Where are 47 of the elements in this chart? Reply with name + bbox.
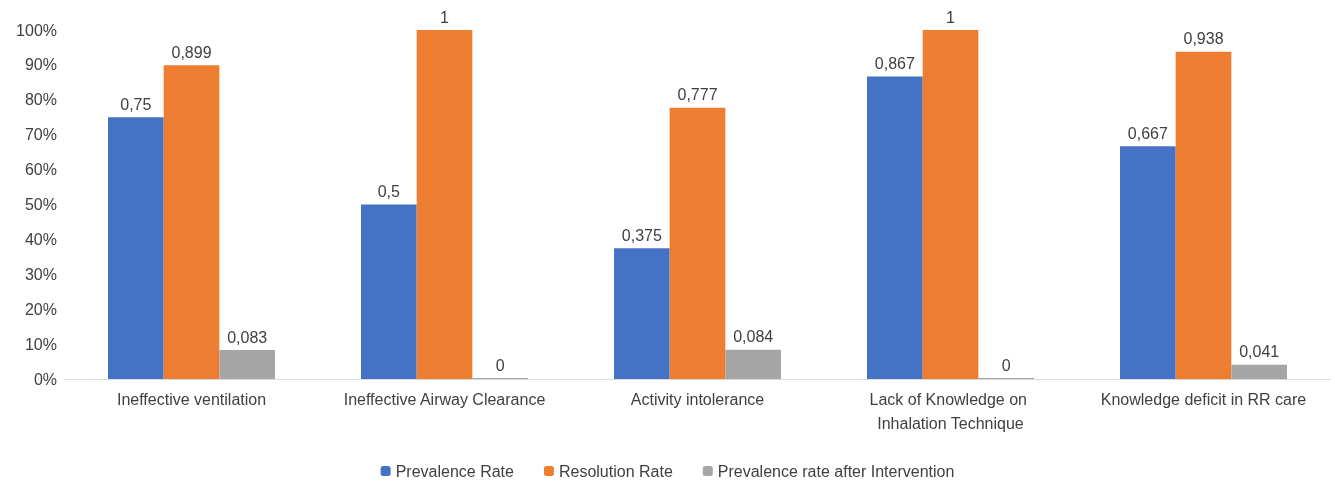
data-label: 0	[1001, 356, 1011, 374]
y-tick-label: 80%	[24, 91, 57, 109]
data-label: 1	[946, 8, 956, 26]
y-tick-label: 70%	[24, 126, 57, 144]
legend-label: Resolution Rate	[558, 462, 673, 480]
y-tick-label: 10%	[24, 335, 57, 353]
bar	[669, 107, 726, 379]
y-tick-label: 40%	[24, 230, 57, 248]
data-label: 0,084	[733, 328, 774, 346]
data-label: 0,75	[120, 95, 152, 113]
data-label: 0,5	[377, 183, 401, 200]
data-label: 0,777	[677, 86, 718, 104]
bar	[1231, 364, 1287, 379]
y-tick-label: 20%	[24, 300, 57, 318]
bar	[416, 30, 473, 379]
bar	[922, 30, 979, 379]
bar	[219, 350, 275, 379]
x-tick-label: Lack of Knowledge on Inhalation Technique	[869, 390, 1032, 432]
data-label: 1	[440, 8, 450, 26]
y-tick-label: 90%	[24, 56, 57, 74]
data-label: 0,867	[874, 54, 915, 72]
data-label: 0,041	[1239, 343, 1280, 361]
bar	[108, 117, 164, 379]
data-label: 0,899	[171, 43, 212, 61]
bar	[1175, 51, 1232, 379]
bar	[163, 65, 220, 379]
legend-label: Prevalence rate after Intervention	[717, 462, 955, 480]
bar	[614, 248, 670, 379]
data-label: 0,083	[227, 328, 268, 346]
bar	[1120, 146, 1176, 379]
y-tick-label: 30%	[24, 265, 57, 283]
x-tick-label: Ineffective ventilation	[116, 390, 267, 408]
data-label: 0,375	[621, 226, 662, 244]
x-tick-label: Activity intolerance	[630, 390, 765, 408]
bar	[361, 204, 417, 379]
data-label: 0	[495, 356, 505, 374]
x-tick-label: Ineffective Airway Clearance	[343, 390, 546, 408]
y-tick-label: 50%	[24, 196, 57, 213]
data-label: 0,938	[1183, 30, 1224, 48]
y-tick-label: 0%	[33, 370, 57, 388]
legend-label: Prevalence Rate	[395, 462, 515, 480]
bar	[725, 349, 781, 379]
bar	[867, 76, 923, 379]
y-tick-label: 60%	[24, 161, 57, 179]
x-tick-label: Knowledge deficit in RR care	[1100, 390, 1307, 408]
data-label: 0,667	[1127, 124, 1168, 142]
y-tick-label: 100%	[16, 21, 57, 39]
